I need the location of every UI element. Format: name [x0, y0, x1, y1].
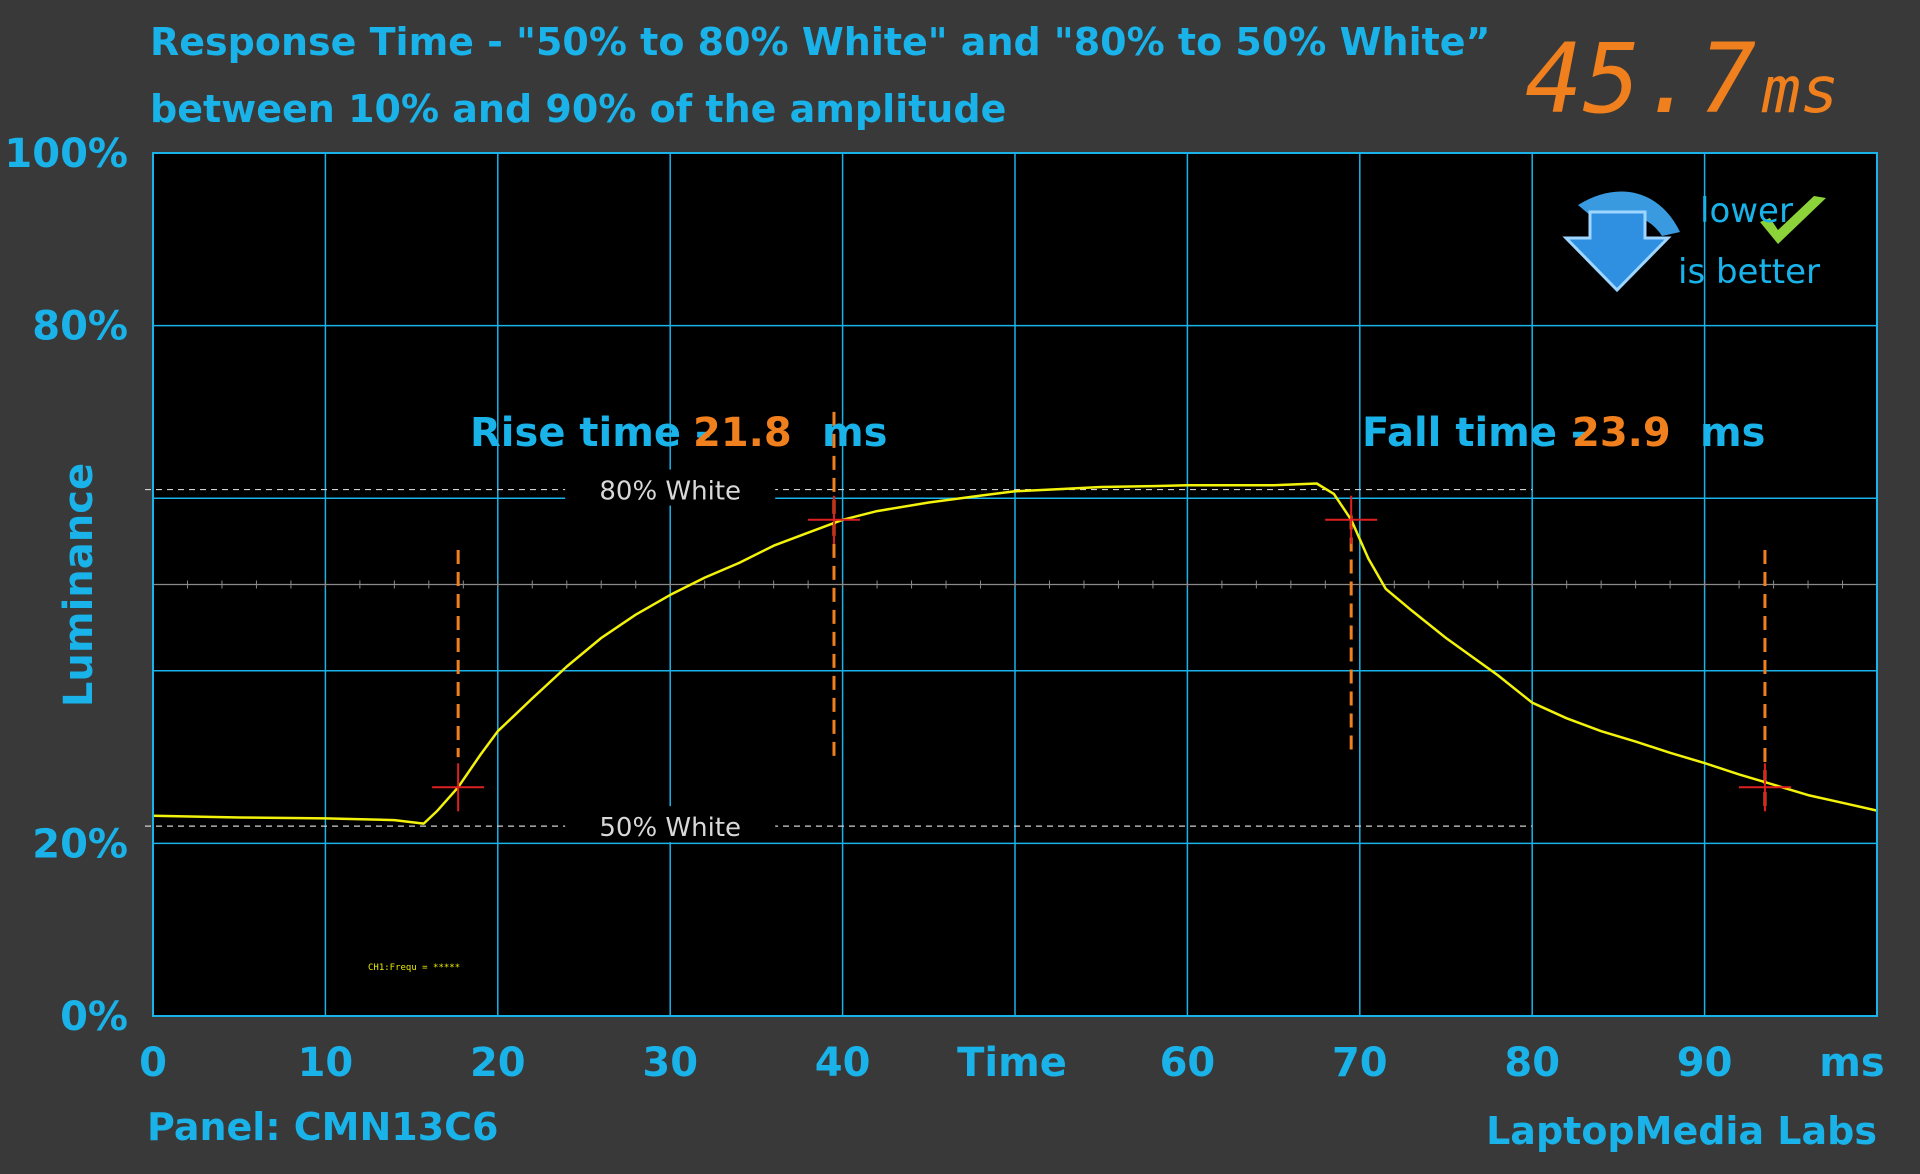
reference-lines: 80% White 50% White: [145, 469, 1533, 843]
plot-frame: [152, 152, 1878, 1017]
badge-line1: lower: [1700, 191, 1793, 231]
rise-time-value: 21.8: [693, 410, 792, 456]
y-tick-label: 80%: [32, 304, 128, 350]
lower-is-better-badge: lower is better: [1562, 191, 1826, 293]
checkmark-icon: [1760, 196, 1826, 244]
fall-time-label: Fall time -: [1362, 410, 1588, 456]
reference-label: 80% White: [599, 477, 741, 507]
fall-time-value: 23.9: [1572, 410, 1671, 456]
x-tick-label: 0: [139, 1040, 167, 1086]
x-tick-labels: 0 10 20 30 40 60 70 80 90: [139, 1040, 1732, 1086]
reference-label-bg: [565, 806, 776, 843]
x-tick-label: 30: [642, 1040, 698, 1086]
threshold-cross-markers: [432, 495, 1791, 812]
brand-label: LaptopMedia Labs: [1486, 1109, 1877, 1153]
badge-line2: is better: [1678, 252, 1820, 292]
oscilloscope-note: CH1:Frequ = *****: [368, 963, 460, 973]
transition-dash-markers: [456, 411, 1767, 814]
x-axis-label: Time: [957, 1040, 1067, 1086]
reference-label-bg: [565, 469, 776, 506]
chart-title-line1: Response Time - "50% to 80% White" and "…: [150, 20, 1491, 64]
y-axis-label: Luminance: [56, 463, 102, 707]
total-response-unit: ms: [1761, 54, 1839, 128]
total-response-value: 45.7: [1525, 23, 1756, 135]
chart-title-line2: between 10% and 90% of the amplitude: [150, 87, 1006, 131]
luminance-signal-line: [152, 482, 1878, 825]
panel-model: Panel: CMN13C6: [147, 1105, 498, 1149]
rise-time-unit: ms: [822, 410, 888, 456]
y-tick-label: 0%: [60, 994, 128, 1040]
x-tick-label: 10: [298, 1040, 354, 1086]
y-tick-labels: 100% 80% 20% 0%: [4, 131, 128, 1040]
grid: [152, 153, 1878, 1016]
x-tick-label: 90: [1677, 1040, 1733, 1086]
fall-time-unit: ms: [1700, 410, 1766, 456]
x-tick-label: 70: [1332, 1040, 1388, 1086]
x-axis-unit: ms: [1819, 1040, 1885, 1086]
reference-label: 50% White: [599, 813, 741, 843]
down-arrow-icon: [1562, 191, 1680, 293]
x-tick-label: 40: [815, 1040, 871, 1086]
y-tick-label: 20%: [32, 821, 128, 867]
rise-time-label: Rise time -: [470, 410, 712, 456]
x-tick-label: 20: [470, 1040, 526, 1086]
y-tick-label: 100%: [4, 131, 128, 177]
x-tick-label: 80: [1504, 1040, 1560, 1086]
x-tick-label: 60: [1160, 1040, 1216, 1086]
